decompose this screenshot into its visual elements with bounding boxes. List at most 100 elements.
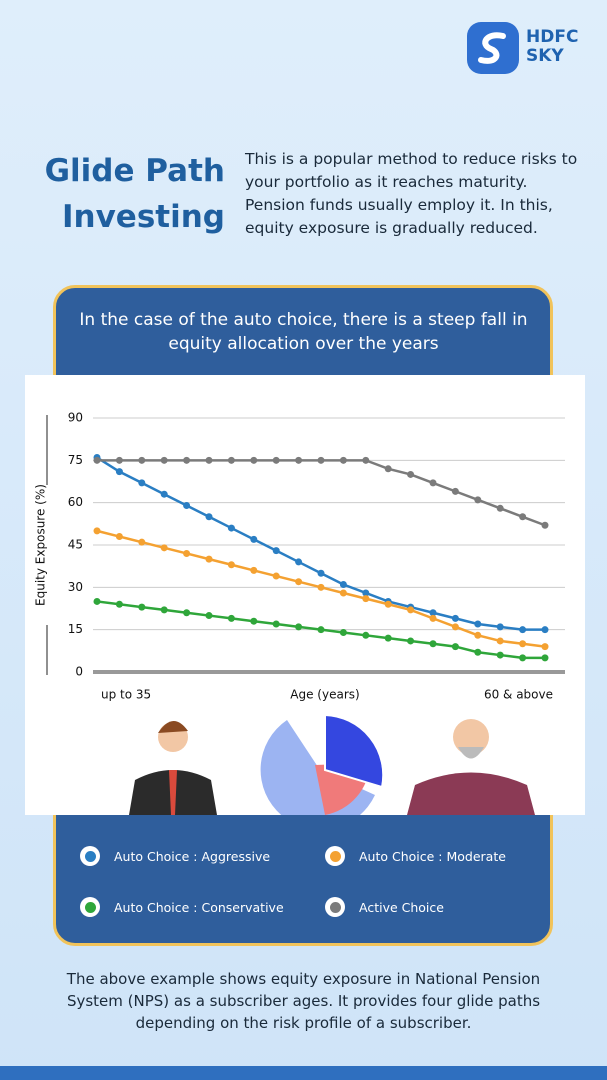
data-point	[474, 631, 482, 639]
data-point	[496, 623, 504, 631]
data-point	[227, 524, 235, 532]
data-point	[496, 651, 504, 659]
logo-line: HDFC	[526, 27, 579, 47]
title: Glide Path Investing	[30, 148, 225, 240]
data-point	[227, 614, 235, 622]
data-point	[339, 589, 347, 597]
data-point	[183, 501, 191, 509]
data-point	[183, 456, 191, 464]
data-point	[115, 600, 123, 608]
data-point	[272, 572, 280, 580]
data-point	[317, 569, 325, 577]
data-point	[496, 637, 504, 645]
y-tick-label: 45	[68, 538, 83, 552]
legend-label: Active Choice	[359, 899, 444, 915]
title-line: Investing	[62, 199, 225, 235]
data-point	[429, 479, 437, 487]
data-point	[205, 612, 213, 620]
x-tick-label: 60 & above	[484, 688, 553, 702]
chart-title: In the case of the auto choice, there is…	[79, 310, 528, 354]
data-point	[384, 634, 392, 642]
legend-label: Auto Choice : Conservative	[114, 899, 284, 915]
data-point	[115, 533, 123, 541]
data-point	[160, 456, 168, 464]
data-point	[250, 566, 258, 574]
data-point	[115, 468, 123, 476]
data-point	[317, 456, 325, 464]
data-point	[541, 643, 549, 651]
data-point	[227, 561, 235, 569]
data-point	[138, 456, 146, 464]
data-point	[362, 595, 370, 603]
data-point	[272, 456, 280, 464]
legend-swatch	[84, 850, 96, 862]
data-point	[429, 614, 437, 622]
data-point	[384, 600, 392, 608]
logo-icon	[467, 22, 519, 74]
data-point	[362, 631, 370, 639]
legend-marker	[80, 897, 100, 917]
legend-swatch	[329, 850, 341, 862]
data-point	[451, 614, 459, 622]
data-point	[160, 490, 168, 498]
data-point	[451, 643, 459, 651]
intro: This is a popular method to reduce risks…	[245, 150, 578, 237]
legend-item: Auto Choice : Aggressive	[80, 846, 270, 866]
footer-text: The above example shows equity exposure …	[66, 970, 541, 1032]
data-point	[519, 626, 527, 634]
data-point	[541, 626, 549, 634]
data-point	[362, 456, 370, 464]
legend-label: Auto Choice : Aggressive	[114, 848, 271, 864]
data-point	[519, 640, 527, 648]
data-point	[496, 504, 504, 512]
data-point	[519, 513, 527, 521]
data-point	[205, 555, 213, 563]
data-point	[429, 609, 437, 617]
data-point	[384, 465, 392, 473]
data-point	[541, 654, 549, 662]
data-point	[250, 617, 258, 625]
legend-item: Auto Choice : Moderate	[325, 846, 506, 866]
data-point	[451, 487, 459, 495]
y-tick-label: 15	[68, 622, 83, 636]
legend-label: Auto Choice : Moderate	[359, 848, 506, 864]
series-line	[96, 456, 545, 631]
data-point	[295, 456, 303, 464]
data-point	[93, 597, 101, 605]
legend-swatch	[84, 901, 96, 913]
data-point	[272, 547, 280, 555]
data-point	[138, 479, 146, 487]
data-point	[317, 583, 325, 591]
data-point	[339, 581, 347, 589]
data-point	[339, 456, 347, 464]
y-tick-label: 60	[68, 495, 83, 509]
y-tick-label: 90	[68, 411, 83, 425]
bottom-stripe	[0, 1066, 607, 1080]
data-point	[474, 620, 482, 628]
data-point	[227, 456, 235, 464]
legend-item: Auto Choice : Conservative	[80, 897, 284, 917]
data-point	[541, 521, 549, 529]
data-point	[362, 589, 370, 597]
data-point	[295, 558, 303, 566]
data-point	[138, 538, 146, 546]
data-point	[183, 549, 191, 557]
illustration	[129, 713, 535, 815]
data-point	[160, 544, 168, 552]
legend-marker	[325, 846, 345, 866]
data-point	[474, 496, 482, 504]
data-point	[93, 527, 101, 535]
logo-line: SKY	[526, 46, 564, 66]
legend-marker	[325, 897, 345, 917]
data-point	[295, 623, 303, 631]
legend-swatch	[329, 901, 341, 913]
chart: Equity Exposure (%) Age (years) 0 15 30 45 6…	[25, 375, 585, 815]
data-point	[272, 620, 280, 628]
data-point	[407, 470, 415, 478]
data-point	[339, 628, 347, 636]
x-axis-label: Age (years)	[290, 688, 359, 702]
data-point	[250, 456, 258, 464]
y-tick-label: 75	[68, 453, 83, 467]
data-point	[295, 578, 303, 586]
